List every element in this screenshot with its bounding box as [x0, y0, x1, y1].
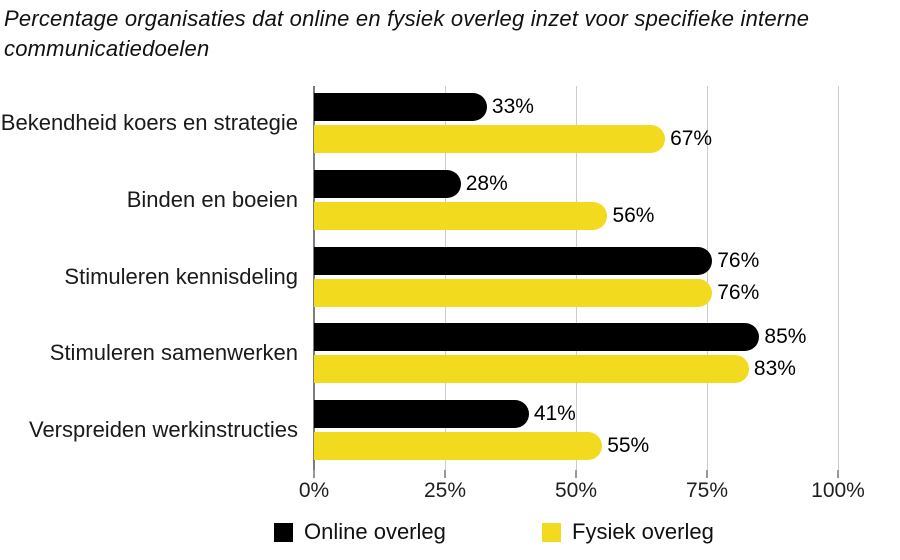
legend-swatch-online-overleg [274, 522, 293, 542]
chart-title: Percentage organisaties dat online en fy… [4, 4, 809, 64]
category-labels: Bekendheid koers en strategie Binden en b… [0, 86, 298, 470]
bar-rows: 33% 67% 28% 56% 76% 76% 85% 83% 41% 55% [314, 86, 838, 470]
legend-label-online-overleg: Online overleg [304, 519, 446, 544]
bar-fysiek-overleg: 83% [314, 355, 796, 384]
bar-value-label: 85% [764, 325, 807, 349]
bar-value-label: 33% [491, 95, 534, 118]
bar-online-overleg: 41% [314, 400, 576, 428]
chart-title-line-1: Percentage organisaties dat online en fy… [4, 6, 810, 31]
bar-fysiek-overleg: 67% [314, 125, 712, 153]
category-label: Bekendheid koers en strategie [0, 110, 298, 135]
gridline [445, 86, 446, 470]
gridline [576, 86, 577, 470]
category-label: Stimuleren kennisdeling [64, 263, 298, 289]
x-axis-tick-label: 100% [811, 479, 865, 502]
category-label: Binden en boeien [126, 186, 298, 212]
bar-value-label: 83% [753, 357, 796, 381]
gridline [838, 86, 839, 470]
plot-area: 33% 67% 28% 56% 76% 76% 85% 83% 41% 55% 0% 25% 50% 7… [299, 86, 865, 502]
x-axis-tick [575, 470, 577, 478]
bar-online-overleg: 85% [314, 323, 806, 352]
bar-pair: 41% 55% [314, 400, 838, 460]
category-label: Stimuleren samenwerken [49, 340, 298, 366]
legend-label-fysiek-overleg: Fysiek overleg [572, 519, 714, 544]
x-axis-tick-label: 25% [423, 479, 467, 502]
x-axis-tick [444, 470, 446, 478]
bar-fysiek-overleg: 76% [314, 278, 759, 307]
legend: Online overleg Fysiek overleg [0, 518, 900, 546]
bar-value-label: 76% [717, 280, 760, 304]
bar-fysiek-overleg: 56% [314, 201, 654, 230]
category-label: Verspreiden werkinstructies [28, 417, 298, 442]
bar-value-label: 55% [607, 434, 650, 457]
bar-online-overleg: 28% [314, 169, 508, 198]
y-axis-line [313, 86, 315, 470]
legend-item-online-overleg: Online overleg [274, 518, 446, 546]
chart-title-line-2: communicatiedoelen [4, 36, 210, 61]
bar-online-overleg: 76% [314, 246, 759, 275]
bar-value-label: 56% [612, 203, 655, 227]
bar-pair: 33% 67% [314, 93, 838, 153]
bar-pair: 28% 56% [314, 169, 838, 230]
x-axis-tick [706, 470, 708, 478]
x-axis-tick [837, 470, 839, 478]
x-axis-tick-label: 50% [554, 479, 598, 502]
gridline [707, 86, 708, 470]
x-axis-tick [313, 470, 315, 478]
legend-swatch-fysiek-overleg [542, 522, 561, 542]
x-axis-tick-label: 75% [685, 479, 729, 502]
bar-fysiek-overleg: 55% [314, 432, 649, 460]
x-axis-tick-label: 0% [298, 479, 330, 502]
bar-value-label: 67% [670, 127, 713, 150]
bar-pair: 85% 83% [314, 323, 838, 384]
bar-value-label: 41% [533, 402, 576, 425]
bar-pair: 76% 76% [314, 246, 838, 307]
bar-value-label: 28% [465, 171, 508, 195]
legend-item-fysiek-overleg: Fysiek overleg [542, 518, 714, 546]
bar-value-label: 76% [717, 248, 760, 272]
bar-online-overleg: 33% [314, 93, 534, 121]
